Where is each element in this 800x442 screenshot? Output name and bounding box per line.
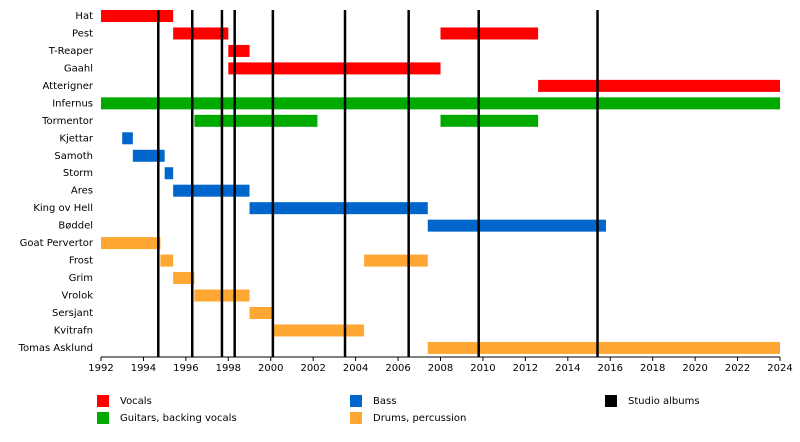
x-tick-label: 2018 [640,363,665,374]
x-tick-label: 2006 [385,363,410,374]
legend-label: Drums, percussion [373,413,466,424]
legend-label: Guitars, backing vocals [120,413,237,424]
x-tick-label: 1996 [173,363,198,374]
member-label: Infernus [52,98,93,109]
period-bar [101,10,174,22]
x-tick-label: 2024 [767,363,792,374]
period-bar [122,132,133,145]
member-label: Frost [69,256,93,267]
legend-swatch [97,412,109,424]
member-label: Gaahl [64,63,93,74]
x-tick-label: 2002 [300,363,325,374]
member-label: Samoth [54,151,93,162]
period-bar [364,254,428,267]
legend-swatch [605,395,617,407]
member-label: Tormentor [41,116,94,127]
period-bar [440,27,539,40]
period-bar [101,97,780,110]
x-tick-label: 2020 [682,363,707,374]
member-label: Hat [75,11,93,22]
period-bar [101,237,161,250]
legend-swatch [97,395,109,407]
x-tick-label: 2010 [470,363,495,374]
x-tick-label: 1994 [131,363,156,374]
member-label: Vrolok [61,291,93,302]
member-label: Sersjant [52,308,93,319]
member-label: Atterigner [43,81,94,92]
x-tick-label: 2022 [725,363,750,374]
x-tick-label: 2004 [343,363,368,374]
member-label: T-Reaper [48,46,94,57]
period-bar [194,114,318,127]
period-bar [440,114,539,127]
x-tick-label: 1992 [88,363,113,374]
member-label: Storm [63,168,93,179]
period-bar [132,149,165,162]
member-label: Kvitrafn [54,325,93,336]
member-label: Goat Pervertor [20,238,94,249]
period-bar [173,272,195,285]
period-bar [228,62,441,75]
x-tick-label: 2000 [258,363,283,374]
period-bar [427,341,780,354]
legend-swatch [350,395,362,407]
legend-label: Bass [373,396,396,407]
member-label: Ares [71,186,93,197]
period-bar [249,306,273,319]
x-tick-label: 2016 [598,363,623,374]
member-label: King ov Hell [33,203,93,214]
period-bar [164,167,174,180]
member-label: Tomas Asklund [18,343,93,354]
period-bar [160,254,174,267]
period-bar [427,219,607,232]
period-bar [538,79,780,92]
member-label: Bøddel [58,221,93,232]
x-tick-label: 1998 [216,363,241,374]
period-bar [228,44,250,57]
period-bar [173,27,229,40]
period-bar [249,202,428,215]
x-tick-label: 2014 [555,363,580,374]
x-tick-label: 2008 [428,363,453,374]
period-bar [173,184,250,197]
x-tick-label: 2012 [513,363,538,374]
member-label: Pest [72,28,93,39]
legend-swatch [350,412,362,424]
legend-label: Vocals [120,396,152,407]
member-label: Kjettar [59,133,93,144]
legend-label: Studio albums [628,396,700,407]
member-label: Grim [69,273,93,284]
period-bar [272,324,365,337]
